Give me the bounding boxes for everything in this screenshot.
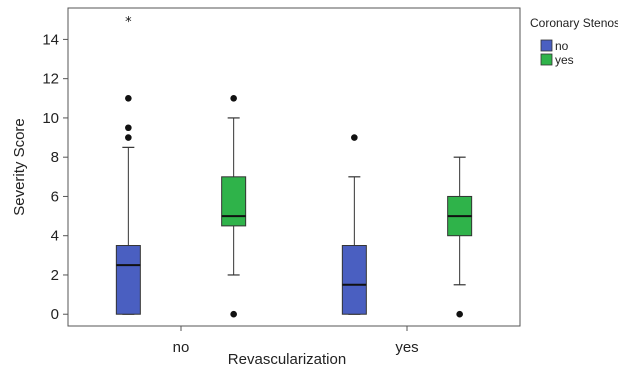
- legend-label: yes: [555, 53, 574, 67]
- box-yes-yes: [447, 156, 473, 318]
- boxes-layer: *: [115, 15, 473, 318]
- x-tick-label: no: [173, 339, 190, 356]
- y-tick-label: 6: [51, 188, 59, 205]
- outlier-point: [230, 310, 237, 318]
- legend-item-no: no: [540, 39, 569, 53]
- legend-swatch: [540, 53, 553, 66]
- y-tick-label: 10: [42, 110, 59, 127]
- outlier-point: [230, 94, 237, 102]
- box-yes-no: [221, 94, 247, 318]
- y-axis: 0 2 4 6 8 10 12 14: [42, 31, 68, 323]
- x-axis: no yes: [173, 326, 419, 356]
- y-tick-label: 8: [51, 149, 59, 166]
- outlier-point: [125, 94, 132, 102]
- outlier-point: [351, 134, 358, 141]
- y-tick-label: 0: [51, 306, 59, 323]
- outlier-point: [456, 310, 463, 318]
- outlier-point: [125, 124, 132, 132]
- legend-item-yes: yes: [540, 53, 574, 67]
- legend-swatch: [540, 39, 553, 52]
- x-tick-label: yes: [395, 339, 418, 356]
- y-tick-label: 12: [42, 71, 59, 88]
- y-tick-label: 4: [51, 228, 59, 245]
- box-iqr: [115, 245, 141, 315]
- legend-title: Coronary Stenosis: [530, 16, 618, 30]
- outlier-point: [125, 134, 132, 141]
- box-iqr: [341, 245, 367, 315]
- extreme-point: *: [125, 15, 132, 30]
- plot-area: [67, 7, 521, 327]
- legend-label: no: [555, 39, 569, 53]
- y-tick-label: 14: [42, 31, 59, 48]
- box-iqr: [221, 176, 247, 227]
- x-axis-title: Revascularization: [228, 351, 346, 368]
- box-no-no: *: [115, 15, 141, 315]
- box-no-yes: [341, 134, 367, 315]
- y-tick-label: 2: [51, 267, 59, 284]
- y-axis-title: Severity Score: [11, 118, 28, 216]
